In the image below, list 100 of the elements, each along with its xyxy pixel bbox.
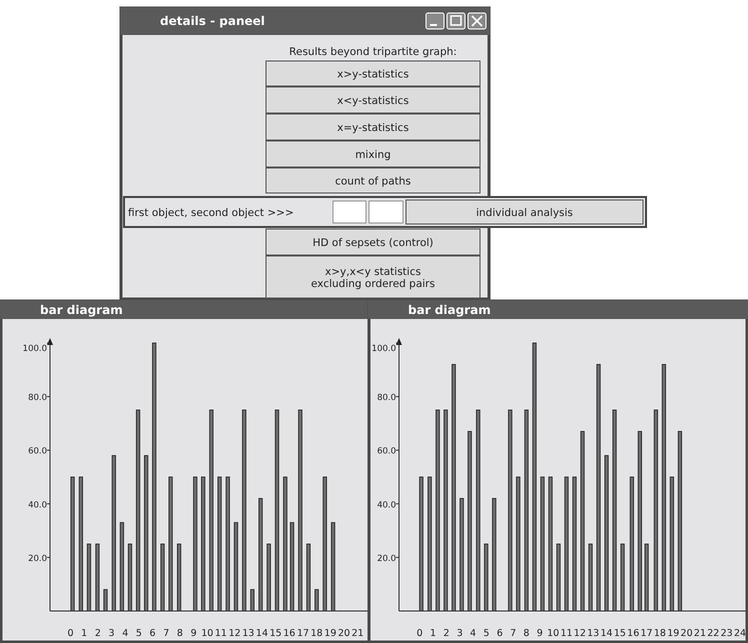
bar	[468, 431, 472, 612]
x-tick-label: 11	[214, 628, 227, 639]
bar	[484, 544, 488, 612]
bar	[596, 364, 601, 612]
x-tick-label: 0	[67, 628, 74, 639]
bar	[476, 410, 480, 612]
bar	[168, 476, 173, 612]
x-tick-label: 20	[338, 628, 350, 639]
x-tick-label: 19	[324, 628, 336, 639]
bar	[95, 544, 100, 612]
bar	[508, 410, 512, 612]
chart-title: bar diagram	[40, 303, 123, 317]
x-tick-label: 4	[470, 628, 476, 639]
bar	[638, 431, 642, 612]
bar	[678, 431, 682, 612]
x-tick-label: 24	[734, 628, 746, 639]
bar	[120, 522, 124, 612]
text: details - paneel	[160, 14, 265, 28]
x-tick-label: 0	[416, 628, 423, 639]
x-tick-label: 16	[627, 628, 640, 639]
x-tick-label: 3	[108, 628, 115, 639]
y-tick-label: 20.0	[377, 554, 396, 564]
y-tick-label: 100.0	[22, 344, 47, 354]
bar	[128, 544, 132, 612]
bar	[436, 410, 440, 612]
bar	[330, 522, 336, 612]
bar	[460, 498, 464, 612]
bar	[283, 476, 288, 612]
bar	[176, 544, 182, 612]
x-tick-label: 6	[150, 628, 156, 639]
bar	[540, 476, 545, 612]
bar	[444, 410, 448, 612]
bar	[242, 410, 246, 612]
x-tick-label: 23	[720, 628, 733, 639]
y-tick-label: 80.0	[28, 393, 47, 404]
push-button: x<y-statistics	[266, 86, 480, 114]
x-tick-label: 7	[163, 628, 170, 639]
y-tick-label: 40.0	[28, 500, 47, 510]
x-tick-label: 11	[560, 628, 573, 639]
y-tick-label: 60.0	[377, 446, 396, 457]
bar	[654, 410, 658, 612]
y-tick-label: 100.0	[372, 344, 396, 354]
push-button: count of paths	[266, 168, 480, 194]
x-tick-label: 4	[122, 628, 128, 639]
text: first object, second object >>>	[128, 207, 294, 219]
bar	[662, 364, 666, 612]
y-tick-label: 80.0	[377, 393, 396, 404]
bar	[70, 476, 75, 612]
x-tick-label: 17	[640, 628, 653, 639]
push-button: HD of sepsets (control)	[266, 228, 480, 256]
bar	[86, 544, 92, 612]
bar	[201, 476, 206, 612]
x-tick-label: 16	[283, 628, 296, 639]
bar	[564, 476, 569, 612]
y-tick-label: 60.0	[28, 446, 47, 457]
x-tick-label: 10	[201, 628, 214, 639]
bar	[452, 364, 456, 612]
x-tick-label: 19	[667, 628, 680, 639]
x-tick-label: 15	[614, 628, 626, 639]
x-tick-label: 15	[270, 628, 282, 639]
bar	[226, 476, 230, 612]
push-button: x=y-statistics	[266, 114, 480, 140]
bar	[419, 476, 424, 612]
x-tick-label: 13	[587, 628, 600, 639]
x-tick-label: 5	[483, 628, 490, 639]
x-tick-label: 8	[176, 628, 183, 639]
x-tick-label: 8	[523, 628, 530, 639]
bar	[428, 476, 432, 612]
y-tick-label: 20.0	[28, 554, 47, 564]
bar	[548, 476, 553, 612]
x-tick-label: 9	[536, 628, 543, 639]
bar	[572, 476, 577, 612]
x-tick-label: 5	[136, 628, 142, 639]
x-tick-label: 14	[600, 628, 613, 639]
x-tick-label: 20	[680, 628, 693, 639]
push-button: x>y-statistics	[266, 60, 480, 86]
bar	[160, 544, 165, 612]
bar	[644, 544, 649, 612]
text: Results beyond tripartite graph:	[289, 46, 457, 58]
bar	[144, 455, 148, 612]
bar	[290, 522, 294, 612]
bar	[209, 410, 214, 612]
x-tick-label: 7	[510, 628, 516, 639]
x-tick-label: 14	[256, 628, 268, 639]
x-tick-label: 18	[654, 628, 666, 639]
x-tick-label: 12	[574, 628, 586, 639]
x-tick-label: 1	[430, 628, 436, 639]
bar	[322, 476, 327, 612]
bar	[588, 544, 593, 612]
bar	[306, 544, 311, 612]
bar	[604, 455, 609, 612]
bar	[136, 410, 140, 612]
push-button: mixing	[266, 140, 480, 168]
x-tick-label: 2	[443, 628, 450, 639]
x-tick-label: 18	[310, 628, 323, 639]
bar	[492, 498, 496, 612]
x-tick-label: 2	[94, 628, 101, 639]
x-tick-label: 21	[694, 628, 706, 639]
bar	[524, 410, 529, 612]
y-tick-label: 40.0	[377, 500, 396, 510]
